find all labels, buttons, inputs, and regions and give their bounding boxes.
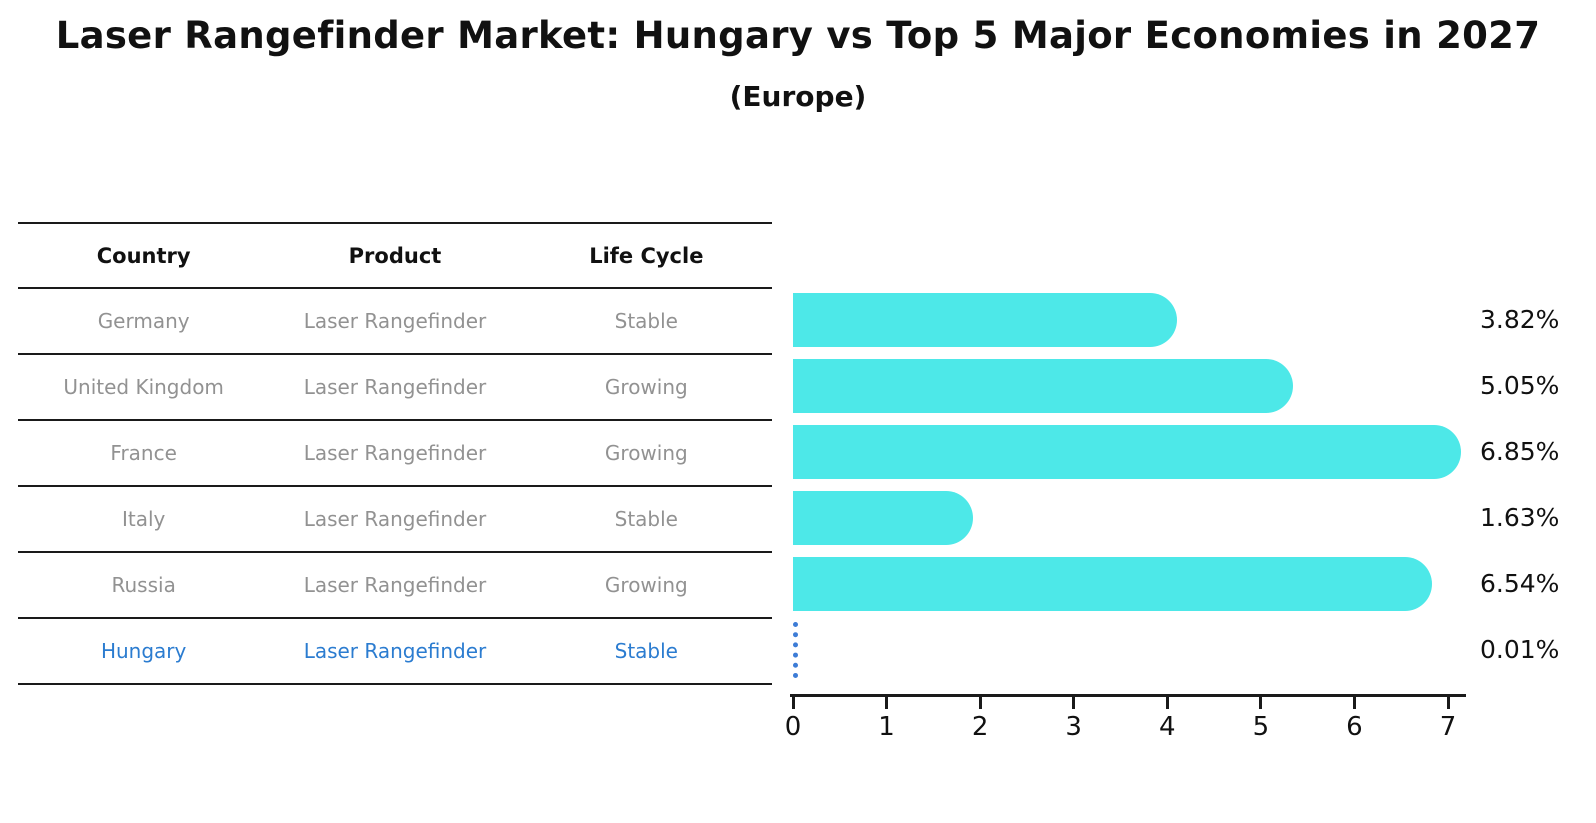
bar-russia: [793, 557, 1432, 611]
table-row: United Kingdom Laser Rangefinder Growing: [18, 355, 772, 421]
table-row: Russia Laser Rangefinder Growing: [18, 553, 772, 619]
x-axis-tick: [791, 697, 795, 709]
country-table: Country Product Life Cycle Germany Laser…: [18, 222, 772, 685]
header-product: Product: [348, 243, 442, 268]
cell-life-cycle: Growing: [604, 573, 688, 597]
cell-product: Laser Rangefinder: [303, 375, 487, 399]
bar-united-kingdom: [793, 359, 1293, 413]
bar-germany: [793, 293, 1177, 347]
x-tick-label: 5: [1252, 712, 1270, 742]
table-row: Italy Laser Rangefinder Stable: [18, 487, 772, 553]
table-header-row: Country Product Life Cycle: [18, 222, 772, 289]
bar-hungary: [793, 622, 798, 678]
x-tick-label: 0: [784, 712, 802, 742]
bar-france: [793, 425, 1461, 479]
bar-value-label: 3.82%: [1480, 305, 1560, 334]
chart-subtitle: (Europe): [729, 80, 867, 113]
cell-country: Hungary: [100, 639, 187, 663]
x-axis-line: [790, 694, 1466, 697]
x-axis-tick: [1259, 697, 1263, 709]
x-tick-label: 1: [878, 712, 895, 742]
x-axis-tick: [1446, 697, 1450, 709]
table-row: Germany Laser Rangefinder Stable: [18, 289, 772, 355]
cell-product: Laser Rangefinder: [303, 639, 487, 663]
cell-country: France: [110, 441, 177, 465]
header-life-cycle: Life Cycle: [589, 243, 704, 268]
bar-value-label: 1.63%: [1480, 503, 1560, 532]
cell-life-cycle: Stable: [614, 639, 678, 663]
bar-value-label: 6.54%: [1480, 569, 1560, 598]
cell-life-cycle: Stable: [614, 507, 678, 531]
bar-italy: [793, 491, 973, 545]
cell-life-cycle: Growing: [604, 441, 688, 465]
chart-title: Laser Rangefinder Market: Hungary vs Top…: [55, 14, 1541, 57]
bar-value-label: 5.05%: [1480, 371, 1560, 400]
cell-country: Russia: [111, 573, 176, 597]
cell-country: Italy: [121, 507, 166, 531]
x-tick-label: 3: [1065, 712, 1082, 742]
table-row: France Laser Rangefinder Growing: [18, 421, 772, 487]
x-axis-tick: [1165, 697, 1169, 709]
x-axis-tick: [1352, 697, 1356, 709]
header-country: Country: [96, 243, 191, 268]
x-tick-label: 4: [1159, 712, 1176, 742]
cell-life-cycle: Stable: [614, 309, 678, 333]
cell-product: Laser Rangefinder: [303, 441, 487, 465]
cell-life-cycle: Growing: [604, 375, 688, 399]
x-tick-label: 6: [1346, 712, 1363, 742]
bar-value-label: 0.01%: [1480, 635, 1560, 664]
x-tick-label: 2: [971, 712, 989, 742]
cell-product: Laser Rangefinder: [303, 309, 487, 333]
cell-country: Germany: [97, 309, 190, 333]
table-row: Hungary Laser Rangefinder Stable: [18, 619, 772, 685]
x-axis-tick: [1072, 697, 1076, 709]
cell-product: Laser Rangefinder: [303, 573, 487, 597]
bar-value-label: 6.85%: [1480, 437, 1560, 466]
x-axis-tick: [978, 697, 982, 709]
cell-product: Laser Rangefinder: [303, 507, 487, 531]
x-axis-tick: [885, 697, 889, 709]
x-tick-label: 7: [1439, 712, 1457, 742]
cell-country: United Kingdom: [63, 375, 224, 399]
